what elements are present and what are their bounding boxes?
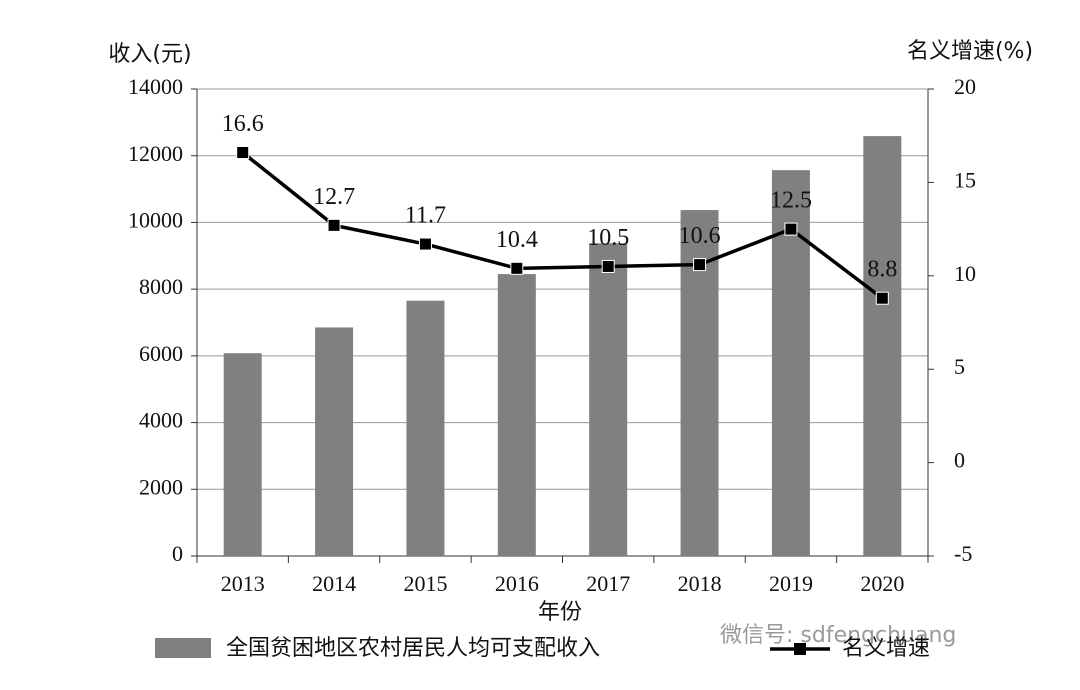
y2-tick-label: 20 xyxy=(954,74,976,99)
y-tick-label: 10000 xyxy=(128,207,183,232)
marker xyxy=(693,258,707,272)
x-tick-label: 2015 xyxy=(403,571,447,596)
legend-label: 全国贫困地区农村居民人均可支配收入 xyxy=(226,636,600,661)
bar xyxy=(863,136,902,556)
y-axis-label: 收入(元) xyxy=(108,42,191,67)
x-tick-label: 2014 xyxy=(312,571,356,596)
y2-tick-label: 15 xyxy=(954,167,976,192)
bar xyxy=(223,353,262,556)
marker xyxy=(875,291,889,305)
data-label: 8.8 xyxy=(867,257,897,283)
x-tick-label: 2017 xyxy=(586,571,630,596)
y-tick-label: 12000 xyxy=(128,141,183,166)
marker xyxy=(510,261,524,275)
y2-tick-label: 0 xyxy=(954,448,965,473)
marker xyxy=(601,259,615,273)
x-tick-label: 2019 xyxy=(769,571,813,596)
watermark: 微信号: sdfengchuang xyxy=(720,623,956,648)
bar xyxy=(406,300,445,556)
x-tick-label: 2020 xyxy=(860,571,904,596)
marker xyxy=(784,222,798,236)
bar xyxy=(497,274,536,556)
data-label: 10.6 xyxy=(679,223,721,249)
x-tick-label: 2018 xyxy=(678,571,722,596)
legend-label: 名义增速 xyxy=(842,636,930,661)
y2-tick-label: 10 xyxy=(954,261,976,286)
y-tick-label: 2000 xyxy=(139,474,183,499)
x-axis-label: 年份 xyxy=(538,600,582,625)
data-label: 12.7 xyxy=(313,184,355,210)
marker xyxy=(327,218,341,232)
legend-swatch xyxy=(155,638,211,658)
data-label: 10.4 xyxy=(496,227,538,253)
data-label: 12.5 xyxy=(770,188,812,214)
y-tick-label: 6000 xyxy=(139,341,183,366)
data-label: 10.5 xyxy=(587,225,629,251)
y-tick-label: 4000 xyxy=(139,408,183,433)
y2-axis-label: 名义增速(%) xyxy=(907,39,1033,64)
y-tick-label: 8000 xyxy=(139,274,183,299)
marker xyxy=(236,146,250,160)
y-tick-label: 0 xyxy=(172,541,183,566)
y-tick-label: 14000 xyxy=(128,74,183,99)
x-tick-label: 2013 xyxy=(221,571,265,596)
x-tick-label: 2016 xyxy=(495,571,539,596)
bar xyxy=(589,243,628,556)
data-label: 16.6 xyxy=(222,111,264,137)
y2-tick-label: 5 xyxy=(954,354,965,379)
line xyxy=(241,151,884,300)
y2-tick-label: -5 xyxy=(954,541,972,566)
legend-marker xyxy=(794,643,806,655)
data-label: 11.7 xyxy=(405,203,446,229)
marker xyxy=(418,237,432,251)
bar xyxy=(315,327,354,556)
